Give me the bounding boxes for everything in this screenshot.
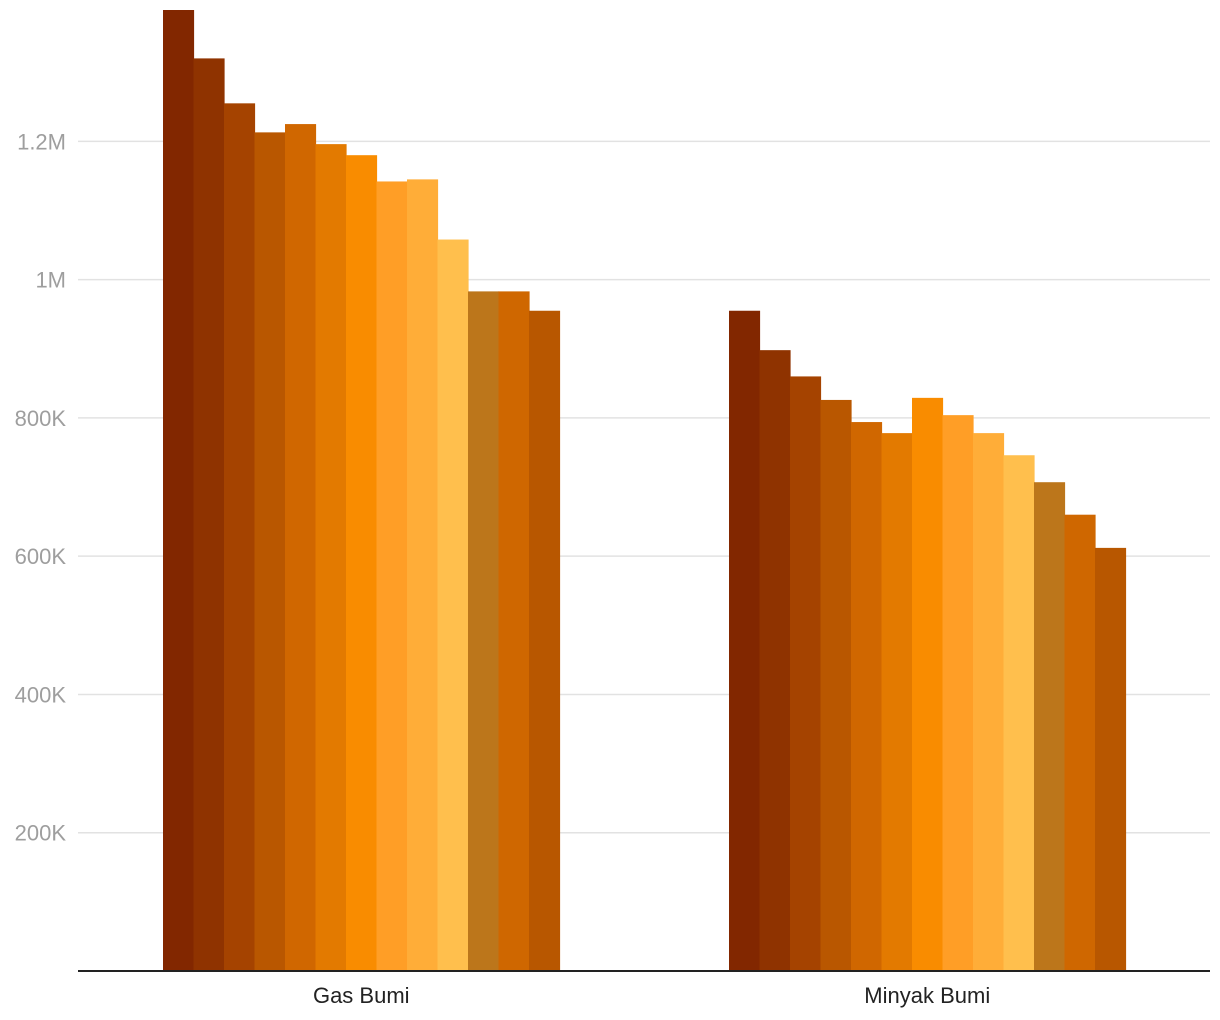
bar-group-gas-bumi: [163, 10, 561, 972]
x-category-label: Minyak Bumi: [864, 983, 990, 1008]
bar: [193, 58, 225, 971]
y-tick-label: 600K: [15, 544, 67, 569]
bar: [376, 181, 408, 972]
bar: [1003, 455, 1035, 971]
bars: [163, 10, 1127, 972]
bar: [851, 422, 883, 971]
bar: [759, 350, 791, 971]
y-tick-label: 400K: [15, 682, 67, 707]
bar: [820, 399, 852, 972]
bar: [912, 397, 944, 972]
bar: [1034, 482, 1066, 971]
bar: [285, 124, 317, 971]
bar: [437, 239, 469, 971]
bar: [498, 291, 530, 971]
bar: [881, 433, 913, 971]
bar: [224, 103, 256, 971]
x-category-label: Gas Bumi: [313, 983, 410, 1008]
bar-group-minyak-bumi: [729, 310, 1127, 972]
bar: [254, 132, 286, 971]
y-tick-label: 1M: [35, 268, 66, 293]
bar: [407, 179, 439, 971]
bar: [729, 310, 761, 971]
y-tick-label: 200K: [15, 821, 67, 846]
y-tick-label: 800K: [15, 406, 67, 431]
bar: [315, 144, 347, 971]
bar: [529, 310, 561, 971]
bar: [1064, 514, 1096, 971]
bar: [942, 415, 974, 972]
bar: [163, 10, 195, 971]
bar: [790, 376, 822, 972]
bar: [1095, 547, 1127, 971]
bar: [973, 433, 1005, 971]
y-axis-tick-labels: 200K 400K 600K 800K 1M 1.2M: [15, 129, 67, 845]
x-axis-category-labels: Gas Bumi Minyak Bumi: [313, 983, 990, 1008]
y-tick-label: 1.2M: [17, 129, 66, 154]
bar: [346, 155, 378, 971]
bar: [468, 291, 500, 971]
